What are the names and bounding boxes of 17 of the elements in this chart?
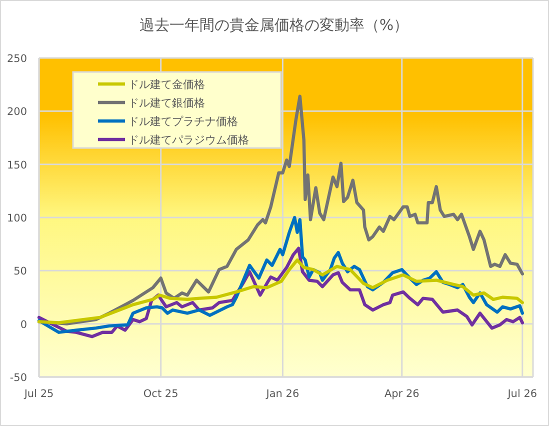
legend-label: ドル建てパラジウム価格 [128,134,249,146]
y-tick-label: 250 [6,53,27,65]
legend-label: ドル建て金価格 [128,78,205,91]
x-tick-label: Jul 25 [23,388,54,400]
y-tick-label: -50 [10,372,27,384]
title: 過去一年間の貴金属価格の変動率（%） [139,16,409,34]
y-tick-label: 50 [14,266,27,278]
x-tick-label: Jul 26 [506,388,538,400]
y-tick-label: 100 [6,212,27,224]
legend-label: ドル建て銀価格 [128,96,205,110]
x-tick-label: Apr 26 [384,388,420,400]
y-tick-label: 150 [6,159,27,172]
legend-label: ドル建てプラチナ価格 [128,115,238,128]
x-tick-label: Oct 25 [143,388,178,400]
y-tick-label: 200 [6,106,27,118]
x-tick-label: Jan 26 [265,388,300,400]
y-tick-label: 0 [20,318,27,331]
